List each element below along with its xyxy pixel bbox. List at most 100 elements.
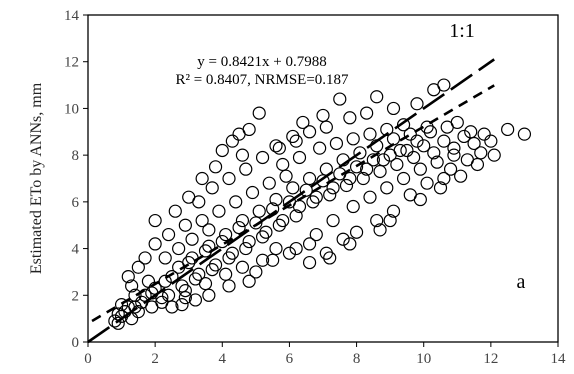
data-point	[346, 132, 360, 146]
data-point	[195, 213, 209, 228]
data-point	[269, 192, 283, 207]
data-point	[417, 139, 431, 153]
data-point	[208, 258, 223, 272]
data-point	[108, 314, 122, 328]
data-point	[302, 171, 317, 186]
data-point	[501, 122, 515, 137]
data-point	[225, 134, 239, 148]
data-point	[292, 150, 307, 165]
regression-stats: R² = 0.8407, NRMSE=0.187	[175, 72, 349, 88]
data-point	[219, 267, 233, 281]
data-point	[302, 255, 317, 270]
data-point	[349, 160, 364, 174]
data-point	[302, 237, 317, 251]
data-point	[205, 262, 219, 277]
data-point	[202, 288, 216, 302]
x-axis-ticks: 0 2 4 6 8 10 12 14	[84, 342, 566, 367]
data-point	[158, 251, 172, 265]
data-point	[202, 239, 216, 253]
data-point	[356, 171, 370, 186]
data-point	[464, 125, 478, 139]
data-point	[366, 153, 380, 167]
trend-lines	[87, 58, 495, 344]
data-point	[396, 171, 411, 186]
data-point	[323, 188, 337, 202]
data-point	[343, 111, 357, 125]
data-point	[121, 270, 135, 284]
data-point	[349, 225, 364, 239]
data-point	[131, 260, 145, 274]
data-point	[437, 134, 451, 148]
y-axis-title: Estimated ETo by ANNs, mm	[28, 82, 45, 274]
data-point	[212, 204, 226, 218]
data-point	[192, 267, 206, 281]
y-tick-label: 4	[72, 242, 80, 258]
y-tick-label: 8	[72, 148, 80, 164]
data-point	[373, 164, 387, 179]
data-point	[454, 169, 468, 183]
data-point	[272, 218, 286, 232]
one-to-one-line	[87, 58, 495, 344]
data-point	[168, 204, 182, 218]
data-point	[427, 146, 441, 160]
data-point	[276, 213, 290, 228]
data-point	[360, 106, 374, 120]
data-point	[269, 139, 283, 153]
data-point	[178, 284, 192, 298]
data-point	[239, 241, 253, 256]
data-point	[376, 153, 391, 167]
y-axis-ticks: 0 2 4 6 8 10 12 14	[64, 8, 88, 351]
data-point	[225, 246, 239, 260]
data-point	[148, 237, 162, 251]
data-point	[188, 293, 203, 307]
data-point	[138, 251, 152, 265]
data-point	[202, 223, 216, 237]
data-point	[420, 176, 434, 190]
data-point	[172, 241, 186, 256]
data-point	[413, 192, 427, 207]
data-point	[457, 129, 471, 144]
data-point	[289, 134, 303, 148]
data-point	[474, 146, 488, 160]
data-point	[386, 132, 401, 146]
data-point	[437, 78, 451, 92]
data-point	[235, 148, 250, 162]
data-point	[242, 274, 256, 288]
y-tick-label: 2	[72, 288, 80, 304]
data-point	[386, 204, 401, 218]
data-point	[242, 234, 256, 249]
data-point	[128, 300, 142, 314]
data-point	[390, 157, 404, 172]
data-point	[198, 277, 213, 291]
data-point	[447, 148, 461, 162]
data-point	[333, 92, 347, 106]
data-point	[286, 129, 300, 144]
data-point	[215, 143, 229, 158]
y-tick-label: 12	[64, 55, 79, 71]
data-point	[410, 134, 424, 148]
data-point	[309, 227, 323, 242]
data-point	[517, 127, 532, 141]
data-point	[208, 160, 223, 174]
data-point	[302, 125, 317, 139]
data-point	[396, 118, 411, 132]
data-point	[386, 101, 401, 116]
data-point	[282, 246, 297, 260]
x-tick-label: 10	[416, 351, 431, 367]
data-point	[135, 295, 149, 309]
data-points	[108, 78, 532, 330]
data-point	[393, 143, 407, 158]
data-point	[346, 199, 360, 214]
data-point	[487, 148, 501, 162]
data-point	[262, 176, 276, 190]
data-point	[353, 146, 367, 160]
data-point	[329, 136, 344, 151]
data-point	[437, 171, 451, 186]
data-point	[222, 171, 236, 186]
data-point	[343, 237, 357, 251]
data-point	[477, 127, 491, 141]
data-point	[148, 213, 162, 228]
data-point	[450, 115, 464, 130]
data-point	[447, 141, 461, 155]
